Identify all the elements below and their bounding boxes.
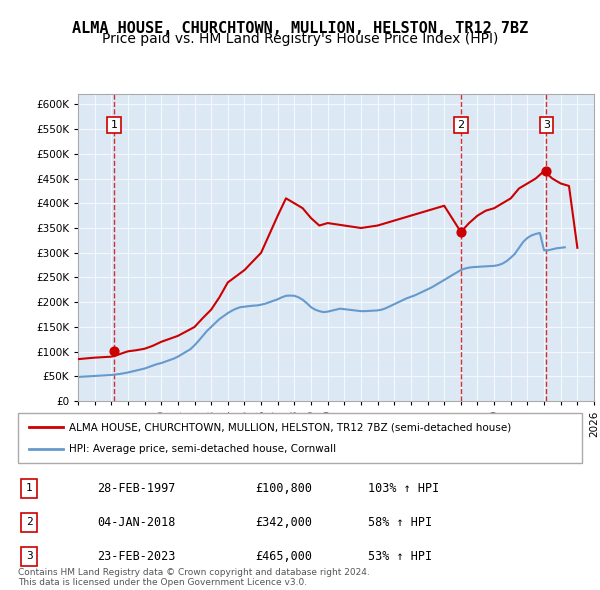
Text: 1: 1	[26, 483, 32, 493]
Point	[456, 227, 466, 237]
Text: 23-FEB-2023: 23-FEB-2023	[97, 550, 175, 563]
Text: Price paid vs. HM Land Registry's House Price Index (HPI): Price paid vs. HM Land Registry's House …	[102, 32, 498, 47]
Text: £100,800: £100,800	[255, 481, 312, 494]
Text: 103% ↑ HPI: 103% ↑ HPI	[368, 481, 439, 494]
Text: HPI: Average price, semi-detached house, Cornwall: HPI: Average price, semi-detached house,…	[69, 444, 336, 454]
Text: 1: 1	[110, 120, 118, 130]
FancyBboxPatch shape	[18, 413, 582, 463]
Text: Contains HM Land Registry data © Crown copyright and database right 2024.
This d: Contains HM Land Registry data © Crown c…	[18, 568, 370, 587]
Text: ALMA HOUSE, CHURCHTOWN, MULLION, HELSTON, TR12 7BZ: ALMA HOUSE, CHURCHTOWN, MULLION, HELSTON…	[72, 21, 528, 35]
Text: 28-FEB-1997: 28-FEB-1997	[97, 481, 175, 494]
Text: 53% ↑ HPI: 53% ↑ HPI	[368, 550, 432, 563]
Text: 2: 2	[26, 517, 32, 527]
Text: 04-JAN-2018: 04-JAN-2018	[97, 516, 175, 529]
Text: 2: 2	[457, 120, 464, 130]
Point	[542, 166, 551, 176]
Text: £465,000: £465,000	[255, 550, 312, 563]
Text: 58% ↑ HPI: 58% ↑ HPI	[368, 516, 432, 529]
Point	[109, 346, 119, 356]
Text: ALMA HOUSE, CHURCHTOWN, MULLION, HELSTON, TR12 7BZ (semi-detached house): ALMA HOUSE, CHURCHTOWN, MULLION, HELSTON…	[69, 422, 511, 432]
Text: 3: 3	[543, 120, 550, 130]
Text: 3: 3	[26, 552, 32, 561]
Text: £342,000: £342,000	[255, 516, 312, 529]
